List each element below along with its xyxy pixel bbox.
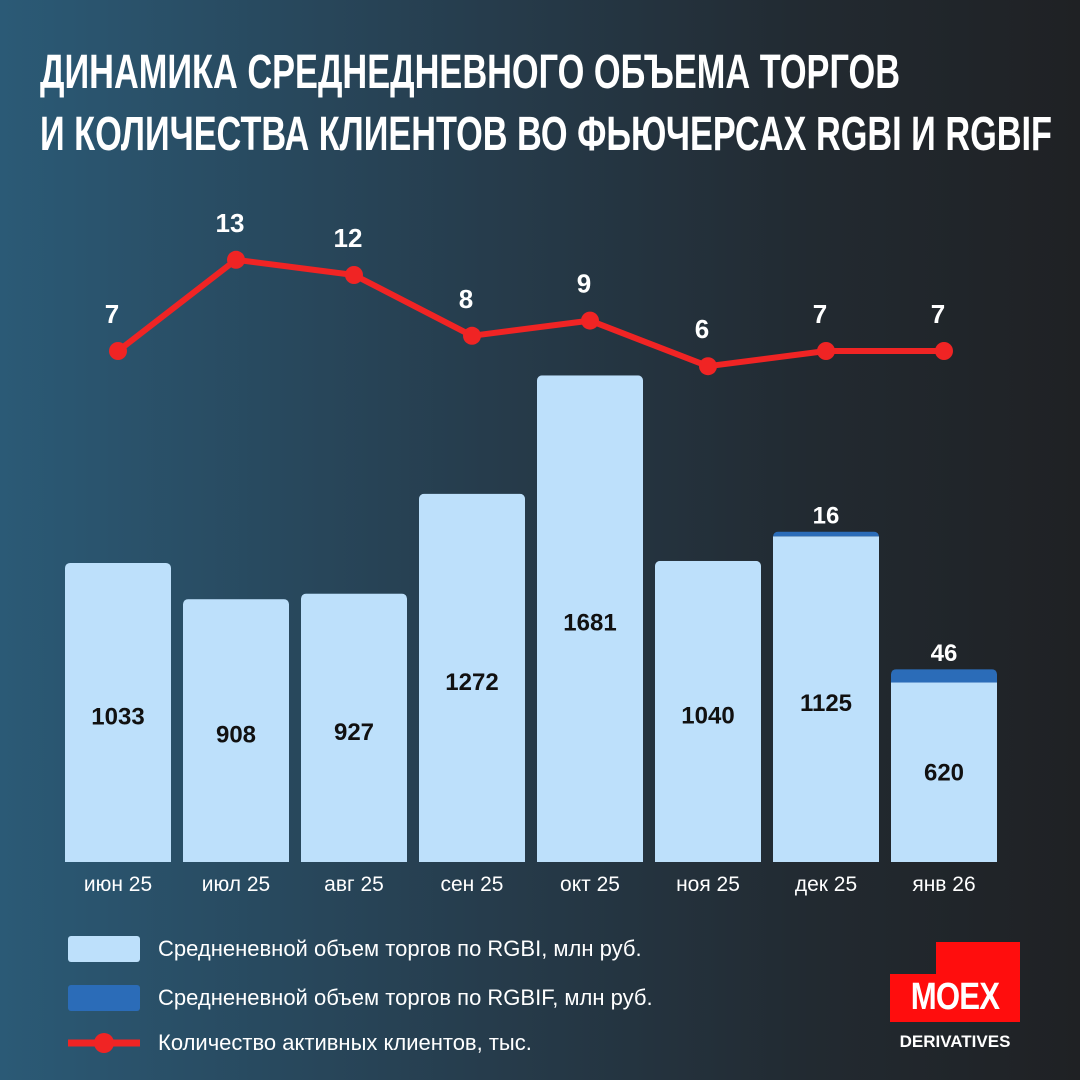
bar-rgbi <box>65 562 171 862</box>
x-tick-label: сен 25 <box>441 873 504 896</box>
data-label-clients: 7 <box>813 299 827 329</box>
x-tick-label: янв 26 <box>912 873 975 896</box>
bar-rgbi <box>537 375 643 862</box>
bar-rgbi <box>773 536 879 862</box>
clients-point <box>345 266 363 284</box>
data-label-rgbi: 1272 <box>445 669 498 696</box>
clients-point <box>935 342 953 360</box>
x-tick-label: ноя 25 <box>676 873 740 896</box>
data-label-clients: 8 <box>459 284 473 314</box>
bar-rgbif <box>773 531 879 537</box>
bar-rgbi <box>183 599 289 862</box>
data-label-rgbi: 1125 <box>800 690 852 717</box>
data-label-clients: 13 <box>216 208 245 238</box>
bar-rgbi <box>655 560 761 862</box>
data-label-clients: 12 <box>334 223 363 253</box>
clients-point <box>463 326 481 345</box>
data-label-clients: 9 <box>577 269 591 299</box>
clients-point <box>227 250 245 269</box>
legend-label: Средненевной объем торгов по RGBI, млн р… <box>158 936 642 961</box>
clients-point <box>581 311 599 330</box>
chart-title-line-1: ДИНАМИКА СРЕДНЕДНЕВНОГО ОБЪЕМА ТОРГОВ <box>40 46 900 99</box>
legend-label: Средненевной объем торгов по RGBIF, млн … <box>158 985 653 1010</box>
bar-rgbi <box>419 493 525 862</box>
legend-line-marker-icon <box>68 1033 140 1053</box>
legend-item-rgbif: Средненевной объем торгов по RGBIF, млн … <box>68 985 653 1011</box>
legend-swatch-rgbif <box>68 985 140 1011</box>
data-label-rgbif: 16 <box>813 503 840 530</box>
data-label-rgbi: 1681 <box>563 610 616 637</box>
legend-swatch-rgbi <box>68 936 140 962</box>
legend-label: Количество активных клиентов, тыс. <box>158 1030 532 1055</box>
data-label-rgbif: 46 <box>931 640 958 667</box>
clients-point <box>817 342 835 360</box>
data-label-rgbi: 1033 <box>91 703 144 730</box>
x-tick-label: окт 25 <box>560 873 620 896</box>
x-tick-label: авг 25 <box>324 873 384 896</box>
data-label-rgbi: 927 <box>334 719 374 746</box>
legend-item-clients: Количество активных клиентов, тыс. <box>68 1030 532 1056</box>
x-tick-label: дек 25 <box>795 873 857 896</box>
clients-point <box>699 357 717 376</box>
data-label-clients: 6 <box>695 314 709 344</box>
clients-point <box>109 342 127 360</box>
bar-rgbif <box>891 669 997 683</box>
data-label-clients: 7 <box>105 299 119 329</box>
x-tick-label: июл 25 <box>202 873 270 896</box>
clients-line <box>116 256 944 370</box>
data-label-rgbi: 1040 <box>681 702 734 729</box>
data-label-clients: 7 <box>931 299 945 329</box>
legend-item-rgbi: Средненевной объем торгов по RGBI, млн р… <box>68 936 642 962</box>
bar-rgbi <box>301 593 407 862</box>
data-label-rgbi: 620 <box>924 759 964 786</box>
data-label-rgbi: 908 <box>216 722 256 749</box>
chart-title-line-2: И КОЛИЧЕСТВА КЛИЕНТОВ ВО ФЬЮЧЕРСАХ RGBI … <box>40 108 1052 161</box>
x-tick-label: июн 25 <box>84 873 152 896</box>
bar-rgbi <box>891 682 997 862</box>
